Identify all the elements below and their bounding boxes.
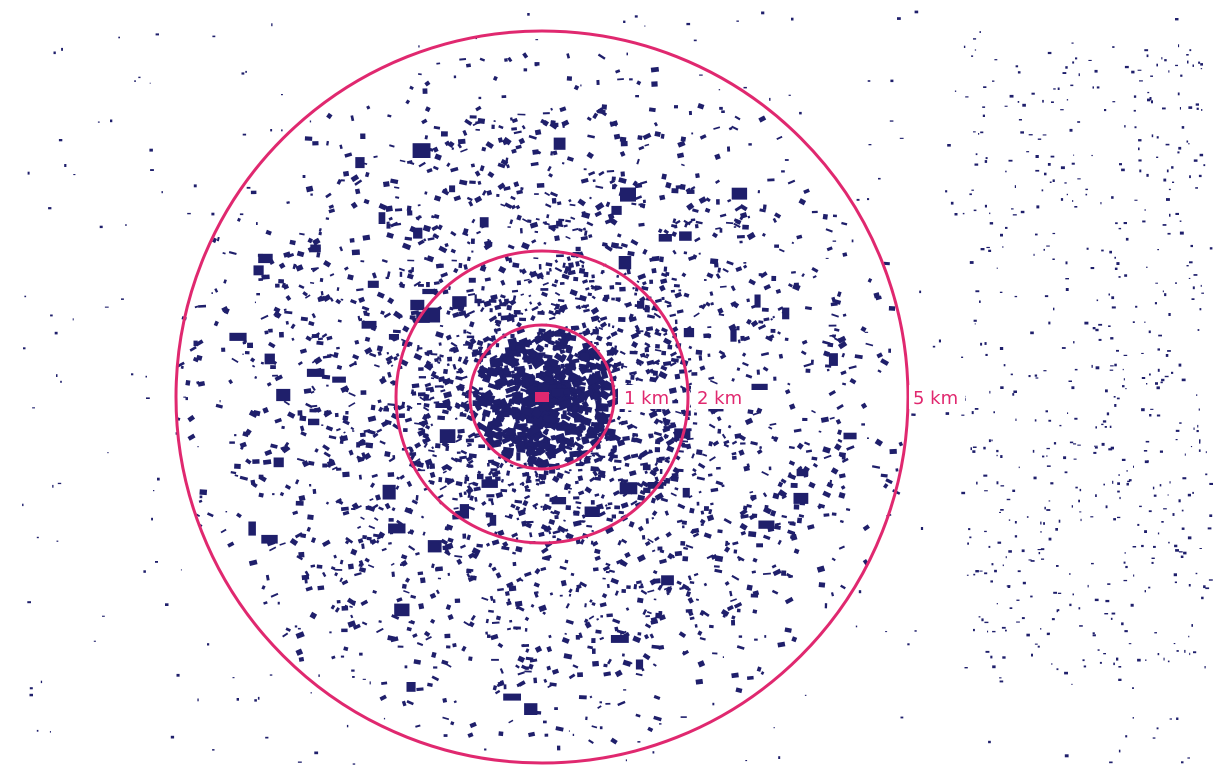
center-marker [535, 392, 549, 402]
ring-label-1km: 1 km [624, 388, 669, 409]
ring-5km [174, 29, 910, 765]
ring-label-5km-bg [909, 385, 965, 409]
ring-label-2km-bg [691, 385, 747, 409]
ring-label-2km: 2 km [697, 388, 742, 409]
distance-rings [174, 29, 910, 765]
ring-1km [468, 323, 616, 471]
ring-label-1km-bg [618, 385, 668, 409]
ring-2km [394, 249, 690, 545]
ring-label-5km: 5 km [913, 388, 958, 409]
